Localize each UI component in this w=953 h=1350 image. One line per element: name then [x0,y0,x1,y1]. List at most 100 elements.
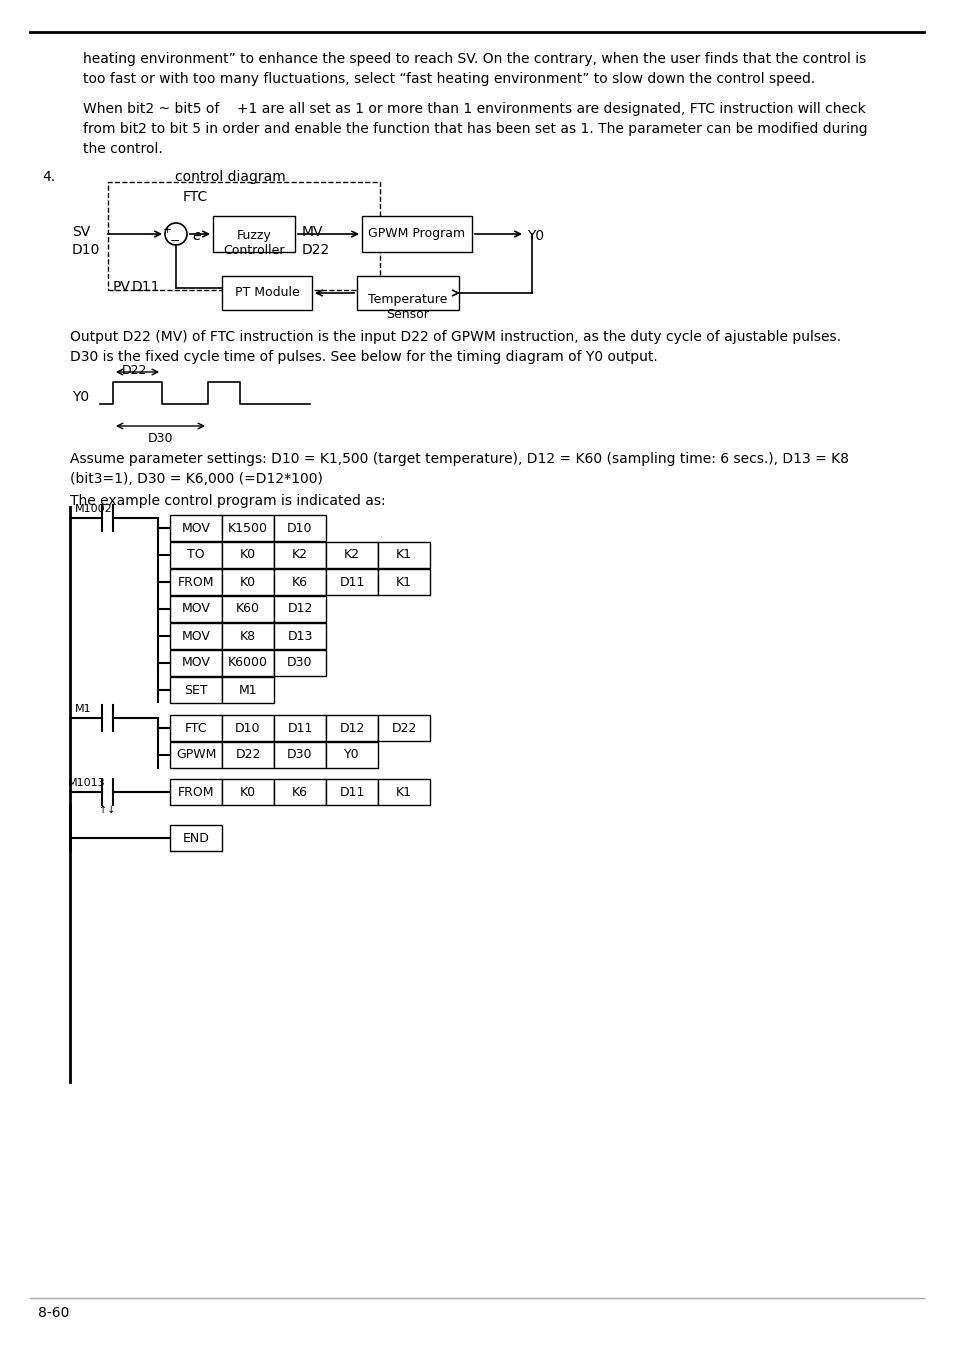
Bar [361,216,472,252]
Bar [377,568,430,595]
Bar [274,568,326,595]
Bar [170,825,222,850]
Bar [356,275,458,310]
Bar [222,779,274,805]
Bar [326,716,377,741]
Text: D22: D22 [122,364,147,377]
Text: MOV: MOV [181,656,211,670]
Text: D10: D10 [287,521,313,535]
Text: Output D22 (MV) of FTC instruction is the input D22 of GPWM instruction, as the : Output D22 (MV) of FTC instruction is th… [70,329,841,344]
Text: K2: K2 [344,548,359,562]
Bar [274,743,326,768]
Bar [222,541,274,568]
Text: MOV: MOV [181,629,211,643]
Text: K0: K0 [240,575,255,589]
Bar [274,622,326,649]
Text: M1: M1 [238,683,257,697]
Text: K8: K8 [240,629,255,643]
Text: D30: D30 [148,432,173,446]
Bar [170,649,222,676]
Bar [222,595,274,622]
Text: e: e [192,230,200,243]
Text: PT Module: PT Module [234,286,299,300]
Text: K60: K60 [235,602,260,616]
Text: TO: TO [187,548,205,562]
Text: D13: D13 [287,629,313,643]
Bar [326,743,377,768]
Text: The example control program is indicated as:: The example control program is indicated… [70,494,385,508]
Text: GPWM Program: GPWM Program [368,228,465,240]
Text: K1: K1 [395,548,412,562]
Text: M1: M1 [75,703,91,714]
Bar [274,779,326,805]
Text: When bit2 ~ bit5 of    +1 are all set as 1 or more than 1 environments are desig: When bit2 ~ bit5 of +1 are all set as 1 … [83,103,864,116]
Text: SET: SET [184,683,208,697]
Text: +: + [163,225,172,235]
Text: 4.: 4. [42,170,55,184]
Bar [326,568,377,595]
Bar [377,779,430,805]
Bar [170,514,222,541]
Text: Y0: Y0 [71,390,89,404]
Text: D30 is the fixed cycle time of pulses. See below for the timing diagram of Y0 ou: D30 is the fixed cycle time of pulses. S… [70,350,657,365]
Text: D22: D22 [235,748,260,761]
Text: D22: D22 [302,243,330,256]
Text: Fuzzy
Controller: Fuzzy Controller [223,230,284,256]
Text: M1002: M1002 [75,504,112,514]
Bar [222,622,274,649]
Bar [170,568,222,595]
Bar [170,622,222,649]
Text: heating environment” to enhance the speed to reach SV. On the contrary, when the: heating environment” to enhance the spee… [83,53,865,66]
Bar [222,716,274,741]
Text: K1: K1 [395,786,412,798]
Bar [222,743,274,768]
Text: K1500: K1500 [228,521,268,535]
Text: D10: D10 [71,243,100,256]
Bar [170,676,222,703]
Text: FTC: FTC [185,721,207,734]
Text: D22: D22 [391,721,416,734]
Bar [274,595,326,622]
Bar [170,779,222,805]
Text: MV: MV [302,225,323,239]
Text: D11: D11 [339,786,364,798]
Bar [222,649,274,676]
Text: Assume parameter settings: D10 = K1,500 (target temperature), D12 = K60 (samplin: Assume parameter settings: D10 = K1,500 … [70,452,848,466]
Bar [326,779,377,805]
Text: MOV: MOV [181,602,211,616]
Bar [108,182,379,290]
Bar [170,595,222,622]
Text: D11: D11 [287,721,313,734]
Text: D11: D11 [132,279,160,294]
Bar [213,216,294,252]
Text: 8-60: 8-60 [38,1305,70,1320]
Text: FROM: FROM [177,575,214,589]
Bar [170,716,222,741]
Text: (bit3=1), D30 = K6,000 (=D12*100): (bit3=1), D30 = K6,000 (=D12*100) [70,472,322,486]
Text: −: − [170,235,180,248]
Text: MOV: MOV [181,521,211,535]
Text: D10: D10 [235,721,260,734]
Bar [274,649,326,676]
Text: FROM: FROM [177,786,214,798]
Bar [222,676,274,703]
Text: D12: D12 [339,721,364,734]
Text: M1013: M1013 [68,778,106,788]
Text: K1: K1 [395,575,412,589]
Text: Temperature
Sensor: Temperature Sensor [368,293,447,321]
Bar [274,514,326,541]
Text: Y0: Y0 [344,748,359,761]
Bar [222,514,274,541]
Text: D11: D11 [339,575,364,589]
Text: D30: D30 [287,748,313,761]
Bar [274,716,326,741]
Bar [326,541,377,568]
Text: GPWM: GPWM [175,748,216,761]
Bar [222,275,312,310]
Text: K6: K6 [292,786,308,798]
Bar [274,541,326,568]
Text: ↑↓: ↑↓ [99,805,115,815]
Bar [170,541,222,568]
Text: too fast or with too many fluctuations, select “fast heating environment” to slo: too fast or with too many fluctuations, … [83,72,815,86]
Text: D30: D30 [287,656,313,670]
